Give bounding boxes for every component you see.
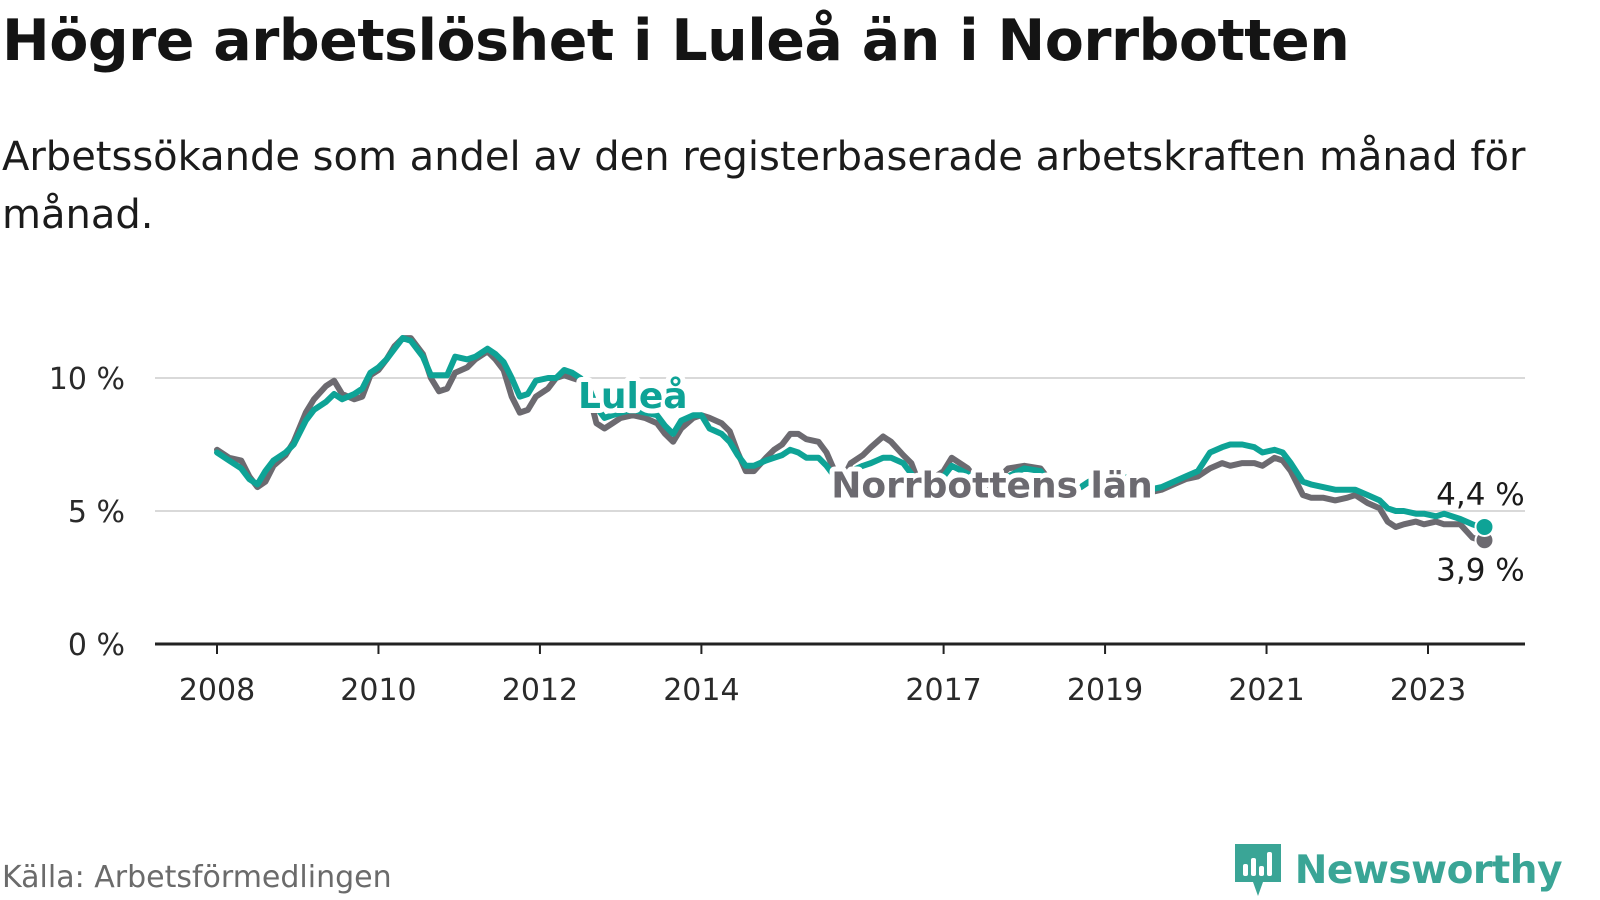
end-label-norrbotten: 3,9 % [1436, 552, 1525, 588]
x-tick-label: 2010 [340, 673, 416, 708]
x-tick-label: 2021 [1228, 673, 1304, 708]
chart-title: Högre arbetslöshet i Luleå än i Norrbott… [2, 8, 1350, 74]
x-tick-label: 2012 [502, 673, 578, 708]
x-axis-ticks: 2008 2010 2012 2014 2017 2019 2021 2023 [155, 642, 1525, 708]
series-line-lulea [214, 335, 1484, 530]
end-markers: 3,9 % 4,4 % [1436, 477, 1525, 588]
series-label-lulea: Luleå [578, 376, 688, 417]
x-tick-label: 2023 [1390, 673, 1466, 708]
y-tick-label: 10 % [49, 362, 125, 397]
bar-chart-logo-icon [1234, 844, 1281, 896]
x-tick-label: 2017 [905, 673, 981, 708]
series-lines [214, 335, 1484, 544]
y-tick-label: 0 % [68, 628, 125, 663]
x-tick-label: 2014 [663, 673, 739, 708]
y-tick-label: 5 % [68, 495, 125, 530]
end-label-lulea: 4,4 % [1436, 477, 1525, 513]
series-line-norrbotten [214, 335, 1484, 544]
brand-name: Newsworthy [1294, 847, 1563, 893]
end-marker-lulea [1474, 516, 1495, 537]
gridlines [155, 377, 1525, 512]
brand-logo: Newsworthy [1233, 842, 1563, 898]
chart-subtitle: Arbetssökande som andel av den registerb… [2, 134, 1526, 238]
series-label-norrbotten: Norrbottens län [831, 466, 1153, 507]
y-axis-ticks: 0 % 5 % 10 % [49, 362, 125, 663]
source-credit: Källa: Arbetsförmedlingen [2, 860, 392, 895]
x-tick-label: 2008 [179, 673, 255, 708]
series-labels: Luleå Norrbottens län [573, 371, 1158, 512]
x-tick-label: 2019 [1067, 673, 1143, 708]
